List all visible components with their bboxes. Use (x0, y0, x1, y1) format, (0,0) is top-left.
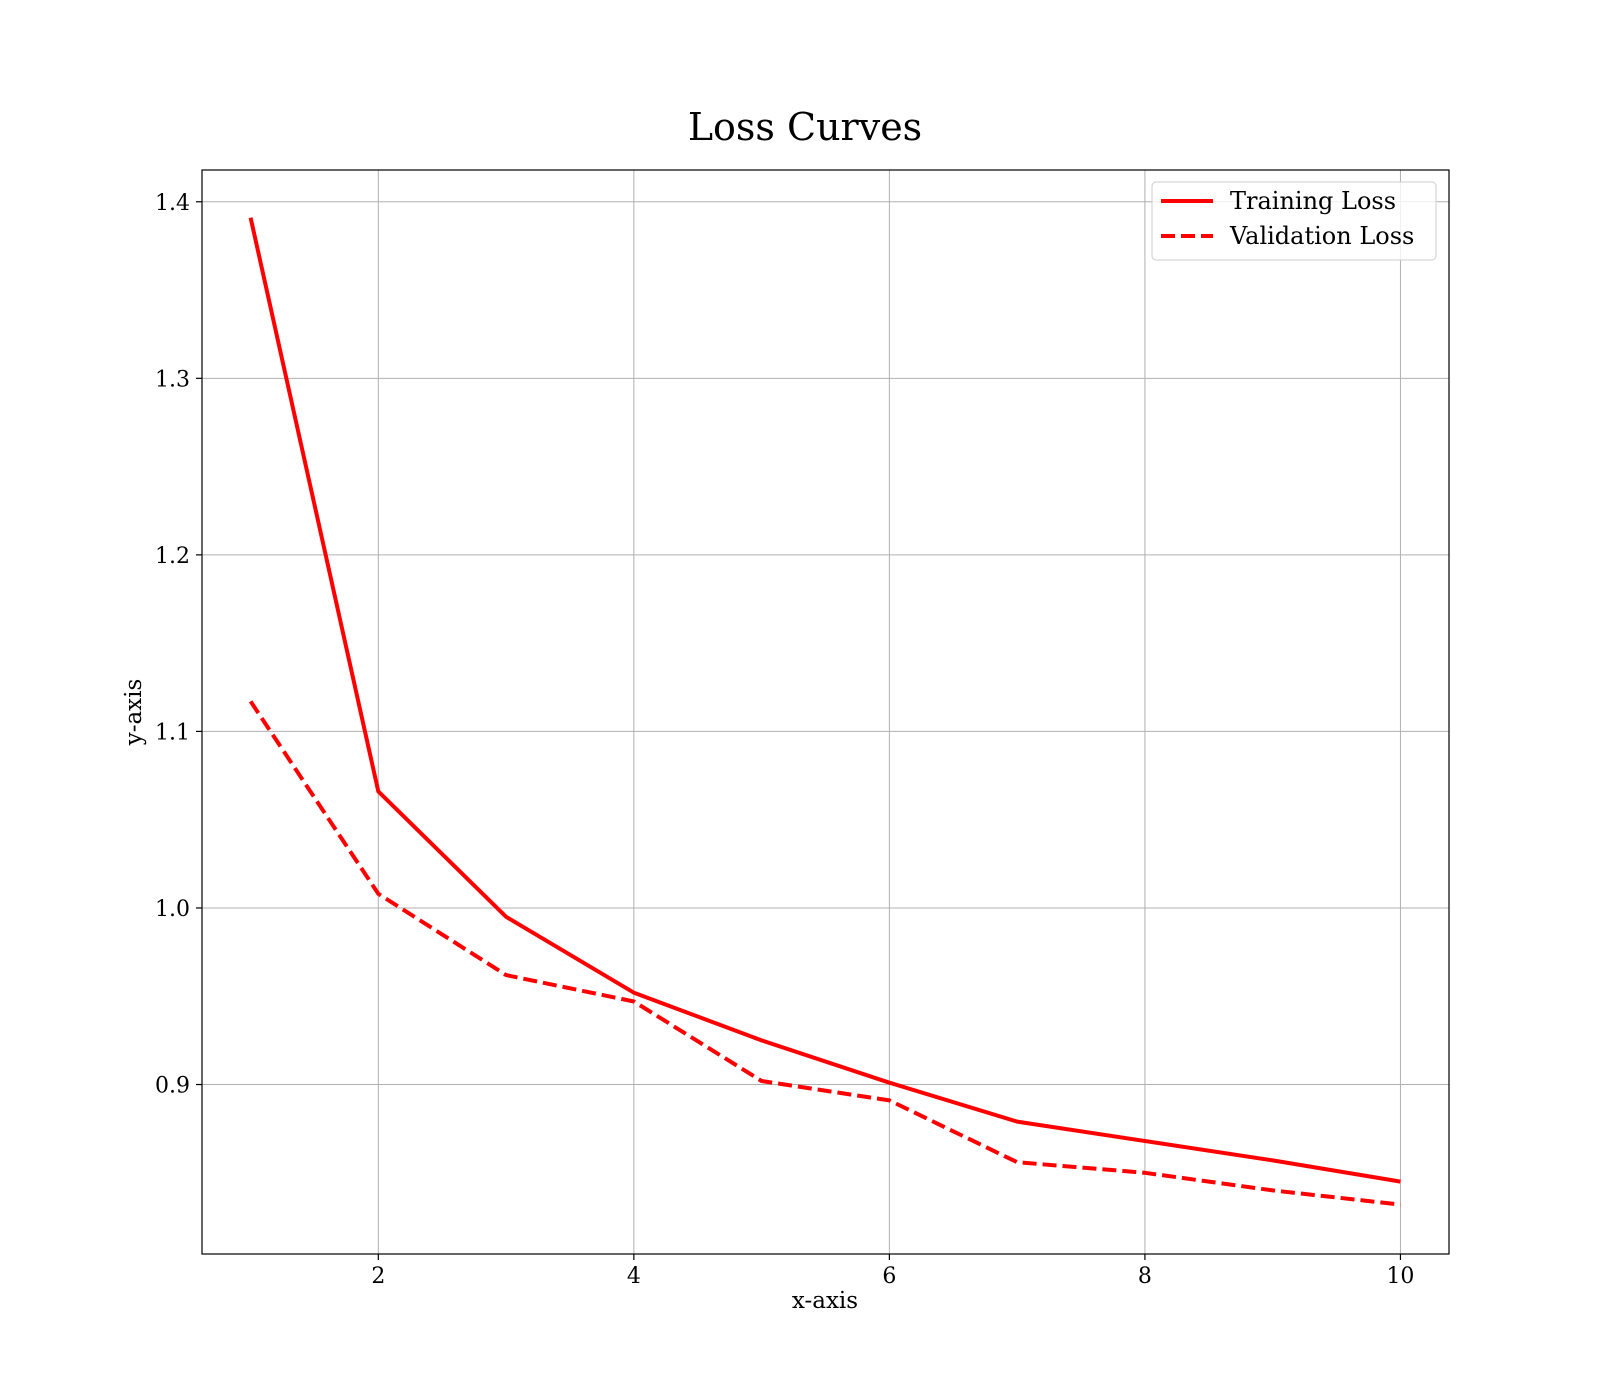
y-tick-label: 1.4 (155, 191, 190, 216)
legend: Training Loss Validation Loss (1151, 181, 1437, 261)
x-tick-label: 8 (1138, 1264, 1152, 1289)
x-tick-label: 2 (371, 1264, 385, 1289)
legend-box (1151, 181, 1437, 261)
legend-label: Validation Loss (1229, 222, 1414, 250)
x-axis-label: x-axis (792, 1288, 858, 1314)
x-tick-label: 10 (1386, 1264, 1414, 1289)
x-tick-label: 4 (627, 1264, 641, 1289)
y-tick-label: 1.3 (155, 367, 190, 392)
plot-frame (201, 169, 1450, 1255)
y-tick-label: 1.1 (155, 720, 190, 745)
x-tick-label: 6 (882, 1264, 896, 1289)
series-lines (248, 217, 1401, 1207)
validation-loss-line (248, 700, 1401, 1207)
y-axis-label: y-axis (121, 679, 147, 747)
y-tick-label: 1.0 (155, 897, 190, 922)
y-tick-label: 0.9 (155, 1074, 190, 1099)
y-tick-label: 1.2 (155, 544, 190, 569)
grid (202, 170, 1449, 1254)
training-loss-line (248, 217, 1401, 1184)
chart-title: Loss Curves (688, 105, 922, 149)
legend-label: Training Loss (1230, 187, 1396, 215)
axis-ticks: 2 4 6 8 10 0.9 1.0 1.1 1.2 1.3 1.4 (155, 191, 1414, 1289)
